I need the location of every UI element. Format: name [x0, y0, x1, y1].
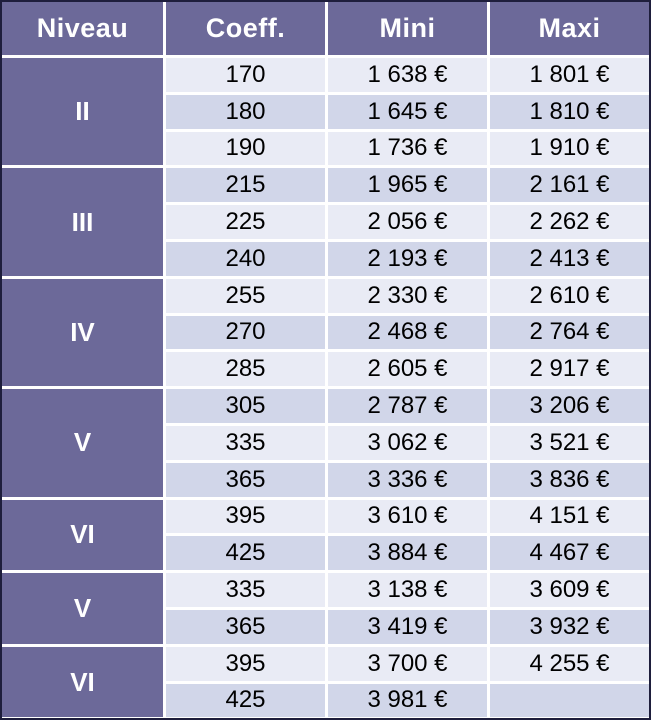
header-niveau: Niveau [2, 2, 163, 55]
coeff-cell: 225 [166, 205, 325, 239]
maxi-cell: 3 206 € [490, 389, 649, 423]
header-maxi: Maxi [490, 2, 649, 55]
niveau-group-3-V: V [2, 389, 163, 497]
maxi-cell: 3 836 € [490, 462, 649, 497]
coeff-cell: 365 [166, 609, 325, 644]
coeff-cell: 395 [166, 499, 325, 534]
maxi-cell: 4 151 € [490, 499, 649, 534]
coeff-cell: 190 [166, 131, 325, 166]
coeff-cell: 425 [166, 536, 325, 571]
mini-cell: 3 419 € [328, 609, 487, 644]
niveau-group-0-II: II [2, 58, 163, 166]
mini-cell: 3 981 € [328, 683, 487, 718]
coeff-cell: 395 [166, 646, 325, 681]
maxi-cell: 2 764 € [490, 315, 649, 350]
niveau-group-1-III: III [2, 168, 163, 276]
mini-cell: 3 336 € [328, 462, 487, 497]
maxi-cell [490, 683, 649, 718]
coeff-cell: 365 [166, 462, 325, 497]
niveau-group-5-V: V [2, 573, 163, 644]
maxi-cell: 2 413 € [490, 241, 649, 276]
niveau-group-4-VI: VI [2, 499, 163, 571]
coeff-cell: 335 [166, 425, 325, 460]
coeff-cell: 305 [166, 389, 325, 423]
maxi-cell: 2 917 € [490, 352, 649, 387]
maxi-cell: 2 262 € [490, 205, 649, 239]
mini-cell: 1 736 € [328, 131, 487, 166]
mini-cell: 2 193 € [328, 241, 487, 276]
maxi-cell: 1 910 € [490, 131, 649, 166]
mini-cell: 1 645 € [328, 94, 487, 129]
header-mini: Mini [328, 2, 487, 55]
coeff-cell: 335 [166, 573, 325, 607]
coeff-cell: 240 [166, 241, 325, 276]
maxi-cell: 1 810 € [490, 94, 649, 129]
mini-cell: 1 965 € [328, 168, 487, 203]
coeff-cell: 180 [166, 94, 325, 129]
mini-cell: 2 056 € [328, 205, 487, 239]
maxi-cell: 3 521 € [490, 425, 649, 460]
coeff-cell: 425 [166, 683, 325, 718]
coeff-cell: 215 [166, 168, 325, 203]
coeff-cell: 270 [166, 315, 325, 350]
maxi-cell: 2 161 € [490, 168, 649, 203]
coeff-cell: 170 [166, 58, 325, 92]
mini-cell: 2 330 € [328, 278, 487, 313]
mini-cell: 3 610 € [328, 499, 487, 534]
maxi-cell: 4 467 € [490, 536, 649, 571]
niveau-group-2-IV: IV [2, 278, 163, 387]
maxi-cell: 4 255 € [490, 646, 649, 681]
header-coeff: Coeff. [166, 2, 325, 55]
mini-cell: 3 884 € [328, 536, 487, 571]
maxi-cell: 3 609 € [490, 573, 649, 607]
mini-cell: 2 468 € [328, 315, 487, 350]
maxi-cell: 2 610 € [490, 278, 649, 313]
mini-cell: 1 638 € [328, 58, 487, 92]
mini-cell: 3 138 € [328, 573, 487, 607]
coeff-cell: 255 [166, 278, 325, 313]
mini-cell: 2 787 € [328, 389, 487, 423]
maxi-cell: 1 801 € [490, 58, 649, 92]
niveau-group-6-VI: VI [2, 646, 163, 718]
mini-cell: 3 062 € [328, 425, 487, 460]
mini-cell: 2 605 € [328, 352, 487, 387]
mini-cell: 3 700 € [328, 646, 487, 681]
maxi-cell: 3 932 € [490, 609, 649, 644]
coeff-cell: 285 [166, 352, 325, 387]
